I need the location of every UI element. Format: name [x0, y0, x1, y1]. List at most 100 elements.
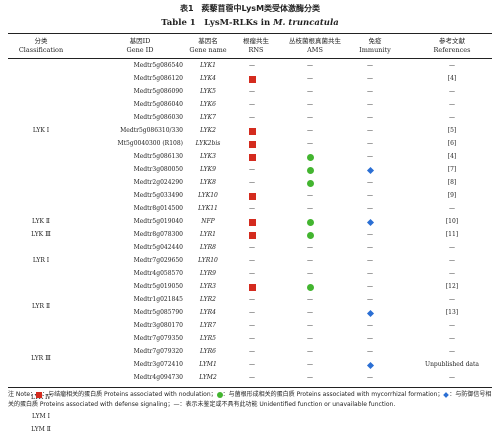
header-classification-cn: 分类	[34, 37, 48, 45]
ams-dash: —	[307, 101, 313, 108]
reference: —	[449, 348, 455, 355]
reference: [4]	[447, 75, 457, 82]
reference: [10]	[445, 218, 459, 225]
note-rns-square-icon	[36, 391, 43, 398]
gene-name: NFP	[201, 218, 215, 225]
immunity-dash: —	[367, 283, 373, 290]
header-rns-en: RNS	[248, 46, 264, 54]
ams-circle-icon	[306, 179, 314, 187]
gene-name: LYK10	[198, 192, 218, 199]
ams-dash: —	[307, 361, 313, 368]
rns-dash: —	[249, 348, 255, 355]
gene-id: Medtr5g085790	[133, 309, 183, 316]
immunity-dash: —	[367, 270, 373, 277]
gene-id: Medtr7g079350	[133, 335, 183, 342]
gene-id: Mt5g0040300 (R108)	[117, 140, 184, 147]
ams-dash: —	[307, 322, 313, 329]
reference: Unpublished data	[425, 361, 479, 368]
ams-dash: —	[307, 296, 313, 303]
top-rule	[8, 33, 492, 35]
header-gene-name-cn: 基因名	[198, 37, 218, 45]
rns-square-icon	[248, 283, 256, 291]
gene-name: LYK4	[200, 75, 216, 82]
ams-dash: —	[307, 348, 313, 355]
reference: —	[449, 205, 455, 212]
gene-id: Medtr5g086040	[133, 101, 183, 108]
gene-id: Medtr2g024290	[133, 179, 183, 186]
ams-circle-icon	[306, 153, 314, 161]
rns-dash: —	[249, 270, 255, 277]
immunity-dash: —	[367, 114, 373, 121]
note-prefix: 注 Note：	[8, 391, 37, 398]
header-ams: 丛枝菌根真菌共生 AMS	[280, 37, 350, 55]
ams-circle-icon	[306, 218, 314, 226]
gene-name: LYK2bis	[195, 140, 221, 147]
gene-id: Medtr5g086090	[133, 88, 183, 95]
gene-id: Medtr4g058570	[133, 270, 183, 277]
table-title-species: M. truncatula	[273, 18, 339, 28]
classification-label: LYK Ⅲ	[31, 231, 51, 238]
gene-id: Medtr3g080050	[133, 166, 183, 173]
gene-name: LYR9	[200, 270, 216, 277]
gene-name: LYR5	[200, 335, 216, 342]
gene-name: LYR6	[200, 348, 216, 355]
immunity-dash: —	[367, 348, 373, 355]
rns-square-icon	[248, 192, 256, 200]
gene-name: LYK7	[200, 114, 216, 121]
immunity-dash: —	[367, 257, 373, 264]
rns-square-icon	[248, 231, 256, 239]
ams-dash: —	[307, 309, 313, 316]
header-immunity-cn: 免疫	[368, 37, 382, 45]
gene-id: Medtr3g080170	[133, 322, 183, 329]
classification-label: LYK Ⅱ	[31, 218, 51, 225]
gene-id: Medtr3g072410	[133, 361, 183, 368]
rns-dash: —	[249, 309, 255, 316]
ams-dash: —	[307, 205, 313, 212]
gene-name: LYK11	[198, 205, 218, 212]
header-gene-id-cn: 基因ID	[129, 37, 151, 45]
header-gene-id: 基因ID Gene ID	[100, 37, 180, 55]
reference: [9]	[447, 192, 457, 199]
table-note: 注 Note： ：与结瘤相关的蛋白质 Proteins associated wi…	[8, 390, 492, 410]
rns-square-icon	[248, 75, 256, 83]
reference: [5]	[447, 127, 457, 134]
header-gene-id-en: Gene ID	[126, 46, 154, 54]
immunity-diamond-icon	[366, 218, 374, 226]
gene-id: Medtr5g086120	[133, 75, 183, 82]
header-classification-en: Classification	[18, 46, 64, 54]
immunity-dash: —	[367, 140, 373, 147]
header-immunity: 免疫 Immunity	[350, 37, 400, 55]
gene-id: Medtr7g079320	[133, 348, 183, 355]
rns-square-icon	[248, 127, 256, 135]
note-ams: ：与菌根形成相关的蛋白质 Proteins associated with my…	[222, 391, 444, 398]
ams-dash: —	[307, 88, 313, 95]
gene-name: LYR1	[200, 231, 216, 238]
reference: —	[449, 257, 455, 264]
classification-label: LYR Ⅲ	[31, 354, 51, 362]
header-rns: 根瘤共生 RNS	[232, 37, 280, 55]
ams-circle-icon	[306, 231, 314, 239]
gene-name: LYR7	[200, 322, 216, 329]
reference: —	[449, 335, 455, 342]
reference: —	[449, 114, 455, 121]
note-immunity: ：与防御信号相关的蛋白质 Proteins associated with de…	[8, 391, 492, 408]
gene-id: Medtr5g033490	[133, 192, 183, 199]
classification-label: LYK Ⅰ	[32, 127, 50, 134]
bottom-rule	[8, 387, 492, 389]
ams-dash: —	[307, 140, 313, 147]
gene-id: Medtr8g078300	[133, 231, 183, 238]
gene-name: LYR4	[200, 309, 216, 316]
immunity-dash: —	[367, 296, 373, 303]
rns-dash: —	[249, 335, 255, 342]
gene-name: LYR2	[200, 296, 216, 303]
gene-name: LYK9	[200, 166, 216, 173]
reference: —	[449, 88, 455, 95]
gene-name: LYM2	[199, 374, 217, 381]
ams-dash: —	[307, 127, 313, 134]
gene-id: Medtr8g014500	[133, 205, 183, 212]
rns-dash: —	[249, 179, 255, 186]
table-title-cn: 表1 蒺藜苜蓿中LysM类受体激酶分类	[179, 4, 321, 13]
immunity-dash: —	[367, 62, 373, 69]
immunity-dash: —	[367, 322, 373, 329]
reference: —	[449, 101, 455, 108]
